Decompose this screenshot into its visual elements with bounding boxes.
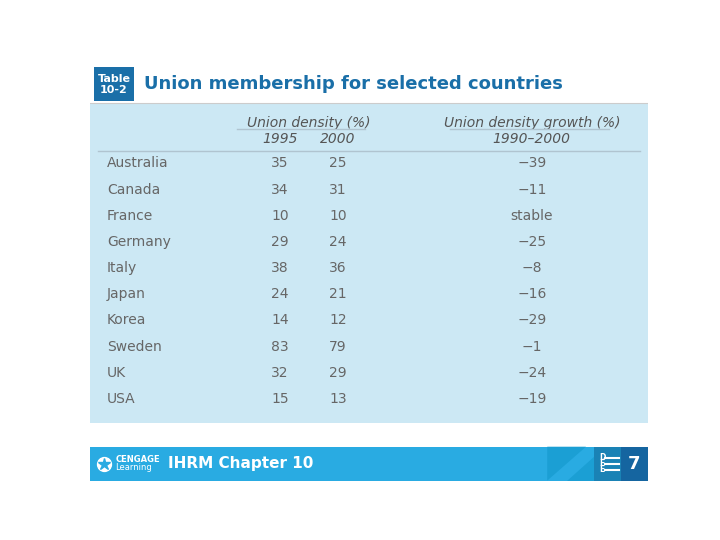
Text: IHRM Chapter 10: IHRM Chapter 10 <box>168 456 313 471</box>
Text: 24: 24 <box>271 287 289 301</box>
Text: 21: 21 <box>329 287 347 301</box>
Bar <box>90 447 648 481</box>
Text: 38: 38 <box>271 261 289 275</box>
Text: 13: 13 <box>329 392 347 406</box>
Text: stable: stable <box>510 209 553 222</box>
Text: UK: UK <box>107 366 126 380</box>
Text: Italy: Italy <box>107 261 138 275</box>
Text: 14: 14 <box>271 313 289 327</box>
Bar <box>594 447 621 481</box>
Text: 2000: 2000 <box>320 132 356 146</box>
Text: 10: 10 <box>329 209 347 222</box>
Polygon shape <box>567 447 648 481</box>
Text: −8: −8 <box>521 261 542 275</box>
Text: 29: 29 <box>271 235 289 249</box>
Text: 34: 34 <box>271 183 289 197</box>
Text: 10-2: 10-2 <box>100 85 128 95</box>
Text: D: D <box>599 453 606 462</box>
Text: Canada: Canada <box>107 183 161 197</box>
Text: Australia: Australia <box>107 157 168 170</box>
Text: 79: 79 <box>329 340 347 354</box>
Text: Union density growth (%): Union density growth (%) <box>444 116 620 130</box>
Text: 1995: 1995 <box>262 132 297 146</box>
Text: USA: USA <box>107 392 135 406</box>
Text: −19: −19 <box>517 392 546 406</box>
Text: 15: 15 <box>271 392 289 406</box>
Text: 36: 36 <box>329 261 347 275</box>
Bar <box>94 67 134 101</box>
Bar <box>621 447 648 481</box>
Text: −11: −11 <box>517 183 546 197</box>
Text: CENGAGE: CENGAGE <box>116 455 160 464</box>
Text: 10: 10 <box>271 209 289 222</box>
Text: Learning: Learning <box>116 463 153 472</box>
Text: −29: −29 <box>517 313 546 327</box>
Text: 31: 31 <box>329 183 347 197</box>
Bar <box>90 103 648 423</box>
Text: 83: 83 <box>271 340 289 354</box>
Text: 25: 25 <box>329 157 347 170</box>
Text: 32: 32 <box>271 366 289 380</box>
Text: −39: −39 <box>517 157 546 170</box>
Bar <box>90 65 648 103</box>
Text: 12: 12 <box>329 313 347 327</box>
Text: F: F <box>599 459 604 468</box>
Text: Germany: Germany <box>107 235 171 249</box>
Text: Sweden: Sweden <box>107 340 162 354</box>
Text: −24: −24 <box>517 366 546 380</box>
Text: Union density (%): Union density (%) <box>247 116 371 130</box>
Text: −25: −25 <box>517 235 546 249</box>
Text: 24: 24 <box>329 235 347 249</box>
Polygon shape <box>547 447 586 481</box>
Text: Japan: Japan <box>107 287 146 301</box>
Text: −16: −16 <box>517 287 546 301</box>
Text: 29: 29 <box>329 366 347 380</box>
Text: E: E <box>599 465 604 474</box>
Text: 7: 7 <box>628 455 640 472</box>
Text: Union membership for selected countries: Union membership for selected countries <box>144 75 563 93</box>
Text: −1: −1 <box>521 340 542 354</box>
Text: 35: 35 <box>271 157 289 170</box>
Text: Korea: Korea <box>107 313 146 327</box>
Text: 1990–2000: 1990–2000 <box>492 132 571 146</box>
Text: Table: Table <box>97 75 130 84</box>
Text: France: France <box>107 209 153 222</box>
